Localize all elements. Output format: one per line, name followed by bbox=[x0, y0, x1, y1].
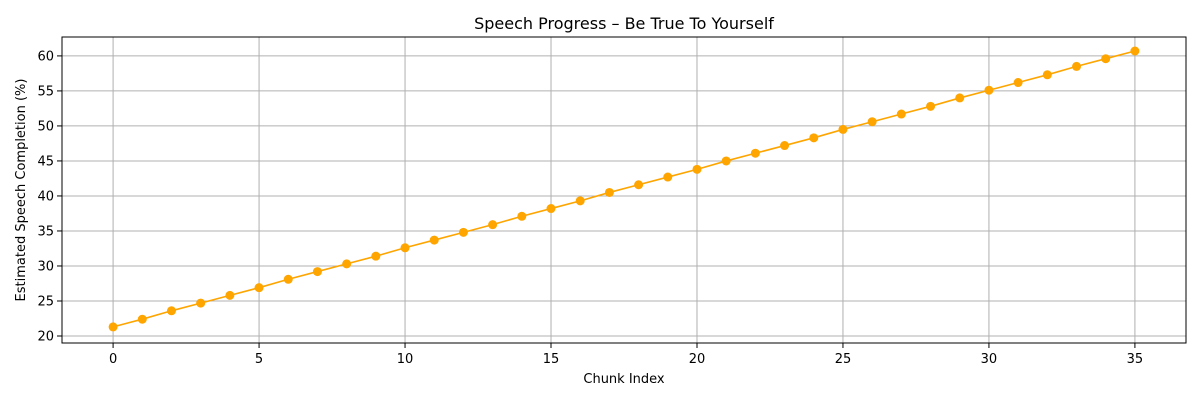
y-tick-label: 55 bbox=[37, 84, 54, 99]
data-point bbox=[517, 211, 527, 221]
data-point bbox=[137, 314, 147, 324]
x-tick-label: 30 bbox=[981, 352, 998, 367]
x-axis-ticks: 0 5 10 15 20 25 30 35 bbox=[109, 343, 1143, 367]
series-markers bbox=[108, 46, 1140, 332]
data-point bbox=[955, 93, 965, 103]
data-point bbox=[458, 227, 468, 237]
x-axis-label: Chunk Index bbox=[583, 372, 665, 387]
data-point bbox=[867, 117, 877, 127]
series-line bbox=[112, 50, 1136, 328]
data-point bbox=[809, 133, 819, 143]
data-point bbox=[575, 196, 585, 206]
data-point bbox=[546, 204, 556, 214]
y-tick-label: 20 bbox=[37, 329, 54, 344]
y-axis-ticks: 20 25 30 35 40 45 50 55 60 bbox=[37, 49, 62, 344]
y-tick-label: 35 bbox=[37, 224, 54, 239]
y-tick-label: 25 bbox=[37, 294, 54, 309]
data-point bbox=[196, 298, 206, 308]
x-tick-label: 15 bbox=[543, 352, 560, 367]
data-point bbox=[750, 148, 760, 158]
data-point bbox=[692, 164, 702, 174]
data-point bbox=[108, 322, 118, 332]
grid bbox=[62, 37, 1186, 343]
data-point bbox=[1130, 46, 1140, 56]
data-point bbox=[1013, 78, 1023, 88]
data-point bbox=[283, 274, 293, 284]
data-point bbox=[896, 109, 906, 119]
data-point bbox=[342, 259, 352, 269]
data-point bbox=[721, 156, 731, 166]
data-point bbox=[254, 283, 264, 293]
data-point bbox=[1101, 54, 1111, 64]
data-point bbox=[371, 251, 381, 261]
plot-area-frame bbox=[61, 36, 1187, 344]
x-tick-label: 20 bbox=[689, 352, 706, 367]
y-tick-label: 40 bbox=[37, 189, 54, 204]
data-point bbox=[780, 141, 790, 151]
data-point bbox=[984, 85, 994, 95]
data-point bbox=[838, 124, 848, 134]
x-tick-label: 5 bbox=[255, 352, 263, 367]
chart-title: Speech Progress – Be True To Yourself bbox=[474, 14, 774, 33]
data-point bbox=[312, 267, 322, 277]
x-tick-label: 10 bbox=[397, 352, 414, 367]
x-tick-label: 25 bbox=[835, 352, 852, 367]
data-point bbox=[926, 101, 936, 111]
data-point bbox=[604, 187, 614, 197]
y-tick-label: 45 bbox=[37, 154, 54, 169]
y-axis-label: Estimated Speech Completion (%) bbox=[14, 79, 29, 302]
data-point bbox=[429, 235, 439, 245]
y-tick-label: 60 bbox=[37, 49, 54, 64]
data-point bbox=[488, 220, 498, 230]
data-point bbox=[1072, 61, 1082, 71]
data-point bbox=[166, 306, 176, 316]
data-point bbox=[1042, 70, 1052, 80]
y-tick-label: 50 bbox=[37, 119, 54, 134]
y-tick-label: 30 bbox=[37, 259, 54, 274]
x-tick-label: 35 bbox=[1127, 352, 1144, 367]
x-tick-label: 0 bbox=[109, 352, 117, 367]
data-point bbox=[634, 180, 644, 190]
data-point bbox=[663, 172, 673, 182]
data-point bbox=[225, 290, 235, 300]
data-point bbox=[400, 243, 410, 253]
